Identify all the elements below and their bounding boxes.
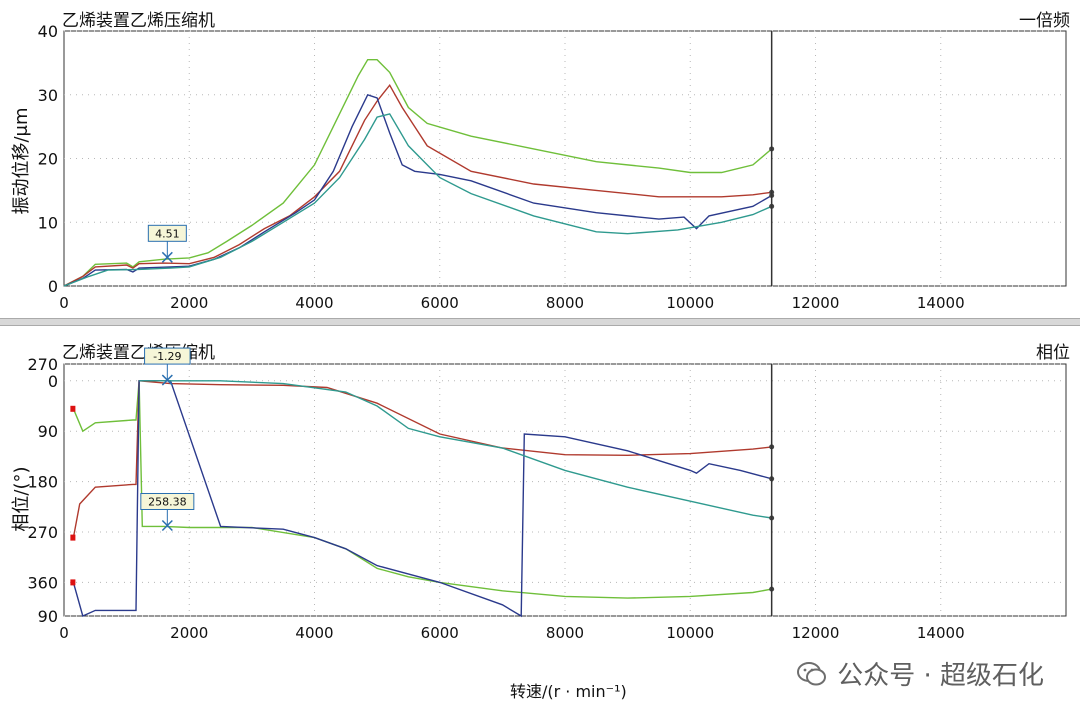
x-tick-label: 0 (59, 624, 69, 642)
x-tick-label: 12000 (792, 624, 840, 642)
top-panel-corner-label: 一倍频 (1019, 11, 1070, 31)
series-line-3 (139, 380, 772, 519)
x-tick-label: 8000 (546, 624, 584, 642)
x-tick-label: 14000 (917, 624, 965, 642)
y-tick-label: 30 (38, 86, 58, 105)
bottom-panel: 乙烯装置乙烯压缩机 相位 相位/(°) 0 2000 4000 6000 8000 100… (0, 326, 1080, 716)
y-tick-label: 180 (27, 473, 58, 492)
start-marker-1 (70, 534, 76, 541)
marker-label: 258.38 (148, 495, 187, 508)
bottom-panel-corner-label: 相位 (1036, 343, 1070, 363)
start-marker-0 (70, 405, 76, 412)
x-tick-label: 4000 (295, 294, 333, 312)
top-panel-title: 乙烯装置乙烯压缩机 (62, 11, 215, 31)
series-line-0 (63, 59, 773, 287)
x-tick-label: 0 (59, 294, 69, 312)
x-tick-label: 8000 (546, 294, 584, 312)
top-chart: 0 2000 4000 6000 8000 10000 12000 14000 0 10 20 30 4… (38, 22, 1067, 312)
marker-label: -1.29 (153, 350, 181, 363)
y-tick-label: 90 (38, 607, 58, 626)
top-panel: 乙烯装置乙烯压缩机 一倍频 振动位移/μm 0 2000 4000 6000 8000 1… (0, 0, 1080, 322)
series-line-3 (63, 113, 772, 287)
x-tick-label: 6000 (421, 624, 459, 642)
marker-cross-b (161, 374, 173, 386)
marker-box (144, 347, 191, 365)
x-tick-label: 12000 (792, 294, 840, 312)
start-marker-2 (70, 579, 76, 586)
marker-box (147, 224, 187, 242)
marker-label: 4.51 (155, 227, 180, 240)
x-tick-label: 10000 (666, 624, 714, 642)
x-tick-label: 10000 (666, 294, 714, 312)
y-tick-label: 360 (27, 573, 58, 592)
y-tick-label: 0 (48, 277, 58, 296)
x-tick-label: 4000 (295, 624, 333, 642)
x-tick-label: 2000 (170, 294, 208, 312)
watermark: 公众号 · 超级石化 (797, 655, 1044, 692)
marker-box (140, 492, 195, 510)
bottom-x-axis-label: 转速/(r · min⁻¹) (510, 682, 627, 701)
series-line-1 (63, 83, 772, 287)
series-line-2 (72, 380, 772, 618)
bottom-chart: 0 2000 4000 6000 8000 10000 12000 1400027009018… (27, 347, 1067, 642)
y-tick-label: 0 (48, 372, 58, 391)
y-tick-label: 20 (38, 150, 58, 169)
wechat-logo-icon (797, 661, 827, 685)
y-tick-label: 10 (38, 213, 58, 232)
x-tick-label: 6000 (421, 294, 459, 312)
watermark-text: 公众号 · 超级石化 (837, 661, 1044, 691)
y-tick-label: 270 (27, 355, 58, 374)
y-tick-label: 270 (27, 523, 58, 542)
y-tick-label: 40 (38, 22, 58, 41)
y-tick-label: 90 (38, 422, 58, 441)
panel-separator (0, 318, 1080, 326)
x-tick-label: 2000 (170, 624, 208, 642)
x-tick-label: 14000 (917, 294, 965, 312)
